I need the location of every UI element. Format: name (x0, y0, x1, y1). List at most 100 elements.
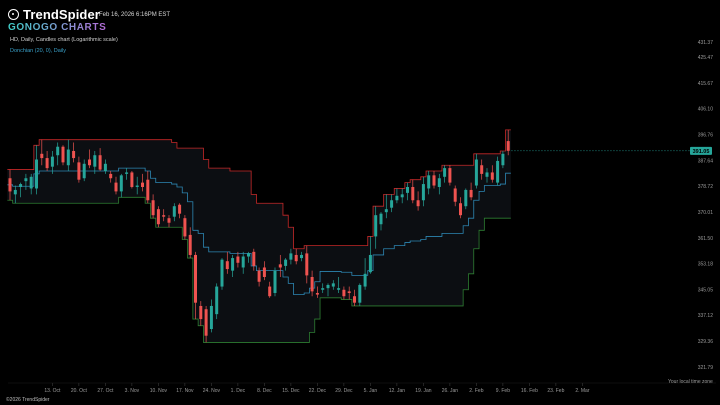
candle (194, 251, 197, 320)
x-axis-tick-label: 2. Feb (469, 388, 483, 394)
candle (220, 258, 224, 290)
candle-body (194, 254, 197, 303)
x-axis-tick-label: 5. Jan (364, 388, 378, 394)
candle-body (315, 292, 319, 295)
candle (300, 251, 303, 262)
candle (448, 165, 452, 186)
y-axis-tick-label: 387.64 (698, 158, 714, 164)
candle (427, 170, 431, 195)
x-axis-tick-label: 12. Jan (389, 388, 406, 394)
candle-body (506, 141, 510, 151)
candle-body (421, 184, 425, 201)
candle (496, 156, 500, 186)
candle-body (82, 163, 86, 179)
candle-body (119, 175, 123, 192)
candle-body (448, 168, 452, 183)
candle-body (342, 289, 346, 297)
y-axis-tick-label: 329.36 (698, 339, 714, 345)
candle-body (437, 178, 441, 187)
candle-body (231, 258, 235, 271)
x-axis-tick-label: 29. Dec (335, 388, 353, 394)
candle-body (273, 270, 277, 293)
candle-body (416, 200, 420, 207)
candle (406, 182, 409, 201)
y-axis-tick-label: 396.76 (698, 133, 714, 139)
candle-body (156, 209, 160, 225)
candle-body (125, 172, 129, 174)
candle (305, 245, 309, 284)
y-axis-tick-label: 337.12 (698, 313, 714, 319)
candle (45, 150, 49, 171)
candle-body (300, 254, 303, 259)
x-axis-tick-label: 15. Dec (282, 388, 300, 394)
x-axis-tick-label: 26. Jan (442, 388, 459, 394)
candle (490, 165, 494, 183)
candle (464, 188, 468, 210)
candle-body (353, 296, 356, 303)
candle (172, 203, 176, 222)
gonogo-charts-label: GONOGO CHARTS (8, 22, 107, 33)
candle-body (88, 159, 91, 166)
x-axis-tick-label: 16. Feb (521, 388, 538, 394)
candle (342, 286, 346, 300)
candle (199, 301, 203, 326)
candle (278, 254, 282, 277)
candle-body (61, 146, 65, 163)
candle-body (257, 270, 261, 282)
candle (384, 194, 388, 219)
candle (459, 197, 462, 219)
candle-body (183, 218, 187, 237)
candle (241, 251, 245, 274)
x-axis-tick-label: 24. Nov (203, 388, 221, 394)
donchian-middle-band (7, 167, 511, 295)
candle-body (98, 155, 102, 170)
candle-body (56, 146, 60, 156)
candle (289, 248, 293, 265)
x-axis-tick-label: 3. Nov (125, 388, 140, 394)
candle (215, 283, 219, 320)
candle-body (289, 253, 293, 260)
x-axis-tick-label: 8. Dec (257, 388, 272, 394)
candle-body (141, 182, 144, 187)
candle-body (337, 288, 341, 290)
copyright-footer: ©2026 TrendSpider (6, 397, 50, 403)
candle (273, 267, 277, 297)
candle-body (490, 172, 494, 180)
y-axis-tick-label: 415.67 (698, 81, 714, 87)
candle (268, 281, 272, 298)
candle-body (321, 288, 325, 290)
candle-body (167, 218, 171, 223)
candle-body (236, 256, 240, 263)
candle (24, 173, 28, 190)
last-price-label: 391.05 (693, 149, 710, 155)
candle (119, 173, 123, 198)
donchian-indicator-label[interactable]: Donchian (20, 0), Daily (10, 48, 66, 54)
candle-body (368, 254, 372, 273)
y-axis-tick-label: 378.72 (698, 184, 714, 190)
candle-body (326, 284, 330, 289)
candle-body (453, 188, 457, 202)
candle-body (151, 200, 155, 216)
candle (156, 206, 160, 228)
candle-body (268, 286, 272, 297)
candle (453, 185, 457, 207)
candle-body (13, 189, 17, 195)
candle (315, 286, 319, 298)
x-axis-tick-label: 10. Nov (150, 388, 168, 394)
x-axis-tick-label: 20. Oct (71, 388, 88, 394)
candle-body (50, 156, 54, 167)
candle (485, 168, 489, 183)
candle-body (411, 186, 415, 201)
candle-body (130, 172, 134, 187)
candle-body (480, 165, 484, 174)
candle (225, 251, 229, 274)
candle-body (262, 267, 266, 277)
candle (77, 156, 81, 183)
y-axis-tick-label: 361.50 (698, 236, 714, 242)
candle-body (427, 175, 431, 189)
candle-body (390, 200, 394, 208)
y-axis-tick-label: 345.05 (698, 287, 714, 293)
candle (353, 289, 356, 306)
y-axis-tick-label: 431.37 (698, 40, 714, 46)
